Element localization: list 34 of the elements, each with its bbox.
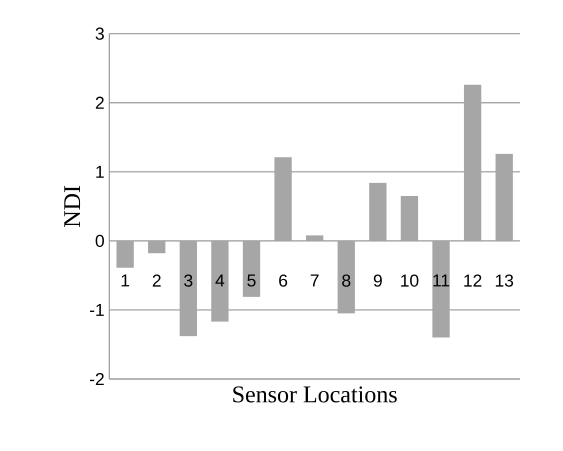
bar [400, 196, 418, 241]
bar [211, 240, 229, 322]
x-tick-label: 6 [279, 274, 288, 287]
x-tick-label: 1 [122, 274, 130, 286]
x-tick-label: 4 [215, 274, 224, 286]
x-tick-label: 12 [464, 274, 482, 287]
y-tick-label: 1 [96, 166, 104, 178]
y-tick-label: -2 [90, 372, 104, 386]
bar [116, 240, 134, 268]
bar [338, 240, 355, 314]
y-tick-label: 0 [96, 234, 104, 248]
x-tick-label: 2 [152, 274, 161, 287]
y-axis-title: NDI [64, 186, 80, 227]
y-tick-label: 3 [96, 28, 104, 40]
x-axis-title: Sensor Locations [233, 386, 397, 402]
bar [369, 182, 387, 241]
bar [242, 240, 260, 297]
x-tick-label: 5 [247, 274, 256, 287]
x-tick-label: 11 [433, 274, 450, 286]
x-tick-label: 13 [496, 274, 514, 287]
bar [180, 240, 197, 336]
y-tick-label: -1 [90, 304, 104, 316]
bar [148, 240, 166, 254]
x-tick-label: 9 [374, 274, 382, 287]
x-tick-label: 7 [310, 274, 319, 286]
bar [274, 157, 292, 241]
x-tick-label: 3 [184, 274, 192, 287]
bar [464, 84, 482, 241]
bar [432, 240, 450, 338]
bar [496, 154, 513, 241]
x-tick-label: 8 [342, 274, 350, 287]
bar [306, 235, 324, 241]
y-tick-label: 2 [96, 96, 104, 109]
x-tick-label: 10 [401, 274, 418, 287]
